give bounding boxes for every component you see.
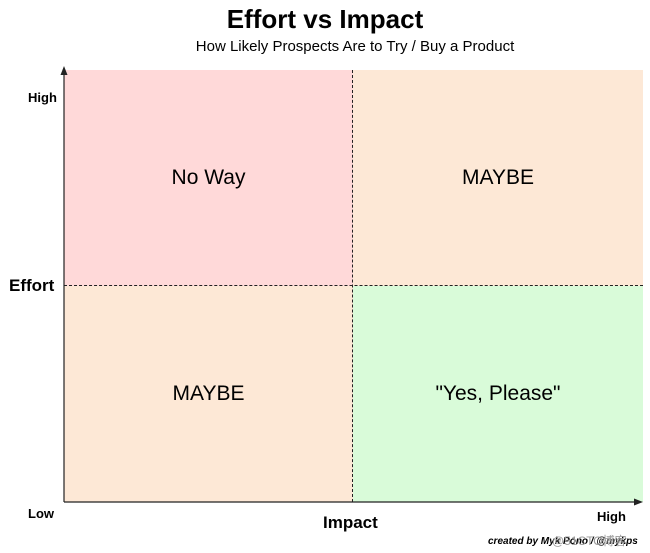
chart-title: Effort vs Impact (226, 4, 424, 34)
quadrant-label-no-way: No Way (171, 166, 246, 189)
quadrant-bottom-right: "Yes, Please" (353, 286, 643, 502)
horizontal-dashed-divider (64, 285, 643, 286)
y-axis-high-label: High (28, 90, 57, 105)
y-axis-arrow-icon (60, 66, 68, 75)
x-axis-high-label: High (597, 509, 626, 524)
axis-low-label: Low (28, 506, 54, 521)
quadrant-top-left: No Way (64, 70, 353, 286)
vertical-dashed-divider (352, 70, 353, 502)
x-axis-arrow-icon (634, 498, 643, 506)
chart-subtitle: How Likely Prospects Are to Try / Buy a … (195, 38, 515, 55)
quadrant-label-maybe-bottom: MAYBE (172, 382, 245, 405)
x-axis-label: Impact (323, 513, 378, 532)
credit-text: created by Myk Pono / @mykps (488, 536, 638, 547)
y-axis-label: Effort (9, 276, 55, 295)
watermark: @51CTO博客 (552, 534, 627, 548)
quadrant-label-maybe-top: MAYBE (462, 166, 534, 189)
quadrant-bottom-left: MAYBE (64, 286, 353, 502)
quadrant-label-yes-please: "Yes, Please" (435, 382, 561, 405)
quadrant-top-right: MAYBE (353, 70, 643, 286)
